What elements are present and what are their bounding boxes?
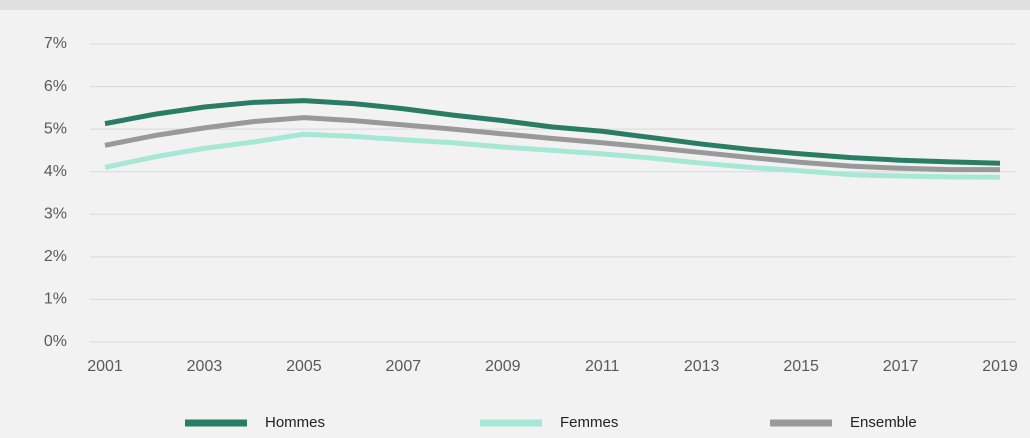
x-tick-label: 2015 xyxy=(783,358,819,375)
x-tick-label: 2009 xyxy=(485,358,521,375)
x-tick-label: 2017 xyxy=(883,358,919,375)
x-tick-label: 2011 xyxy=(585,358,620,375)
y-tick-label: 5% xyxy=(44,120,67,137)
x-tick-label: 2019 xyxy=(982,358,1018,375)
y-tick-label: 1% xyxy=(44,291,67,308)
x-tick-label: 2005 xyxy=(286,358,322,375)
line-series xyxy=(104,131,1001,180)
legend-label: Ensemble xyxy=(850,414,917,431)
y-tick-label: 6% xyxy=(44,78,67,95)
x-tick-label: 2003 xyxy=(187,358,223,375)
y-tick-label: 4% xyxy=(44,163,67,180)
line-series xyxy=(104,115,1000,173)
y-tick-label: 7% xyxy=(44,35,67,52)
y-tick-label: 0% xyxy=(44,333,67,350)
x-tick-label: 2013 xyxy=(684,358,720,375)
x-tick-label: 2007 xyxy=(386,358,422,375)
y-tick-label: 3% xyxy=(44,206,67,223)
legend-label: Hommes xyxy=(265,414,325,431)
line-series xyxy=(104,98,1001,166)
legend-label: Femmes xyxy=(560,414,618,431)
top-band xyxy=(0,0,1030,10)
y-tick-label: 2% xyxy=(44,248,67,265)
x-tick-label: 2001 xyxy=(87,358,123,375)
